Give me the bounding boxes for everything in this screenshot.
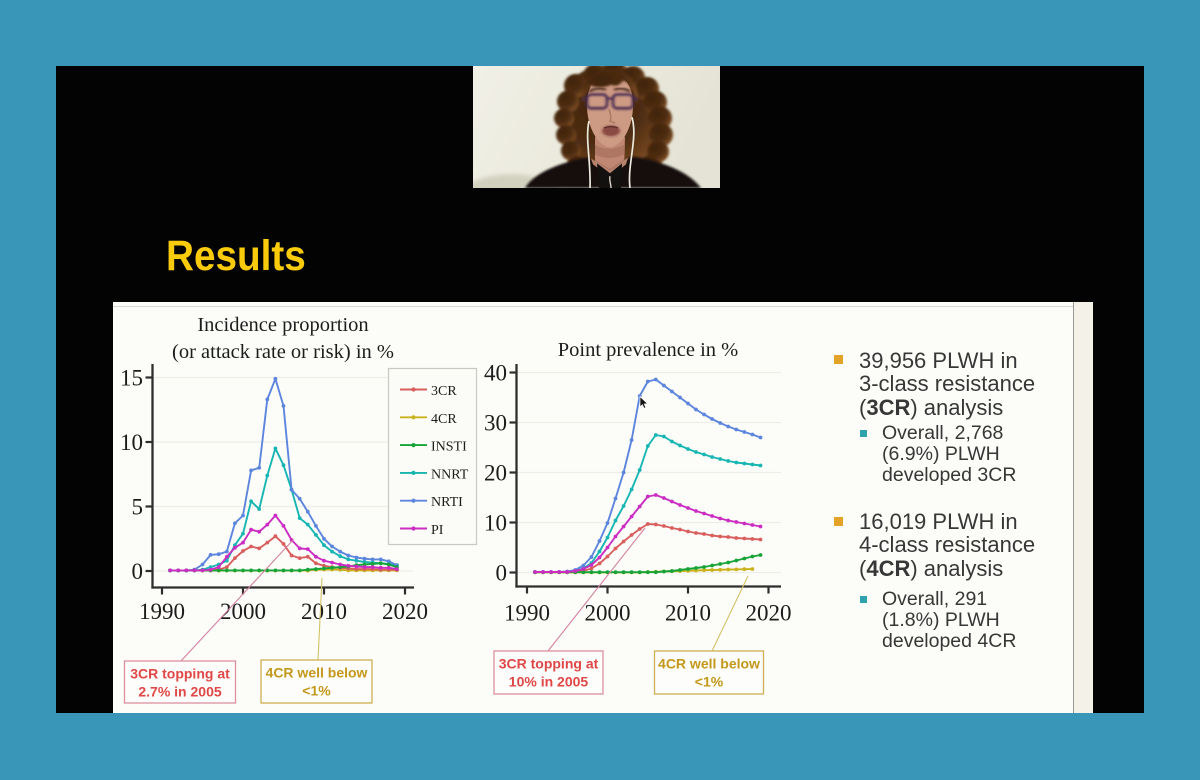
svg-text:15: 15 xyxy=(120,366,143,391)
svg-text:0: 0 xyxy=(496,561,508,586)
svg-text:<1%: <1% xyxy=(695,674,724,690)
svg-text:2000: 2000 xyxy=(585,601,631,626)
svg-text:2000: 2000 xyxy=(220,599,266,624)
svg-text:4CR well below: 4CR well below xyxy=(658,656,760,672)
svg-text:2010: 2010 xyxy=(301,599,347,624)
svg-text:4CR: 4CR xyxy=(431,412,457,427)
svg-text:3CR topping at: 3CR topping at xyxy=(130,666,230,682)
svg-text:5: 5 xyxy=(132,495,144,520)
svg-text:<1%: <1% xyxy=(302,683,331,699)
svg-text:NNRT: NNRT xyxy=(431,467,469,482)
svg-text:20: 20 xyxy=(484,461,507,486)
svg-text:4CR well below: 4CR well below xyxy=(266,665,368,681)
svg-text:INSTI: INSTI xyxy=(431,440,467,455)
svg-text:3CR: 3CR xyxy=(431,384,457,399)
svg-text:40: 40 xyxy=(484,361,507,386)
svg-text:10: 10 xyxy=(484,511,507,536)
svg-text:2020: 2020 xyxy=(746,601,792,626)
svg-text:(or attack rate or risk) in %: (or attack rate or risk) in % xyxy=(172,341,394,363)
svg-text:PI: PI xyxy=(431,523,444,538)
svg-text:10: 10 xyxy=(120,430,143,455)
svg-text:Point prevalence in %: Point prevalence in % xyxy=(558,339,738,361)
svg-text:30: 30 xyxy=(484,411,507,436)
svg-text:3CR topping at: 3CR topping at xyxy=(499,656,599,672)
svg-text:0: 0 xyxy=(132,559,144,584)
svg-text:1990: 1990 xyxy=(139,599,185,624)
svg-text:1990: 1990 xyxy=(504,601,550,626)
svg-text:2010: 2010 xyxy=(665,601,711,626)
svg-text:10% in 2005: 10% in 2005 xyxy=(509,674,589,690)
svg-text:NRTI: NRTI xyxy=(431,495,463,510)
svg-text:2020: 2020 xyxy=(382,599,428,624)
svg-text:2.7% in 2005: 2.7% in 2005 xyxy=(138,684,221,700)
svg-text:Incidence proportion: Incidence proportion xyxy=(197,314,368,336)
